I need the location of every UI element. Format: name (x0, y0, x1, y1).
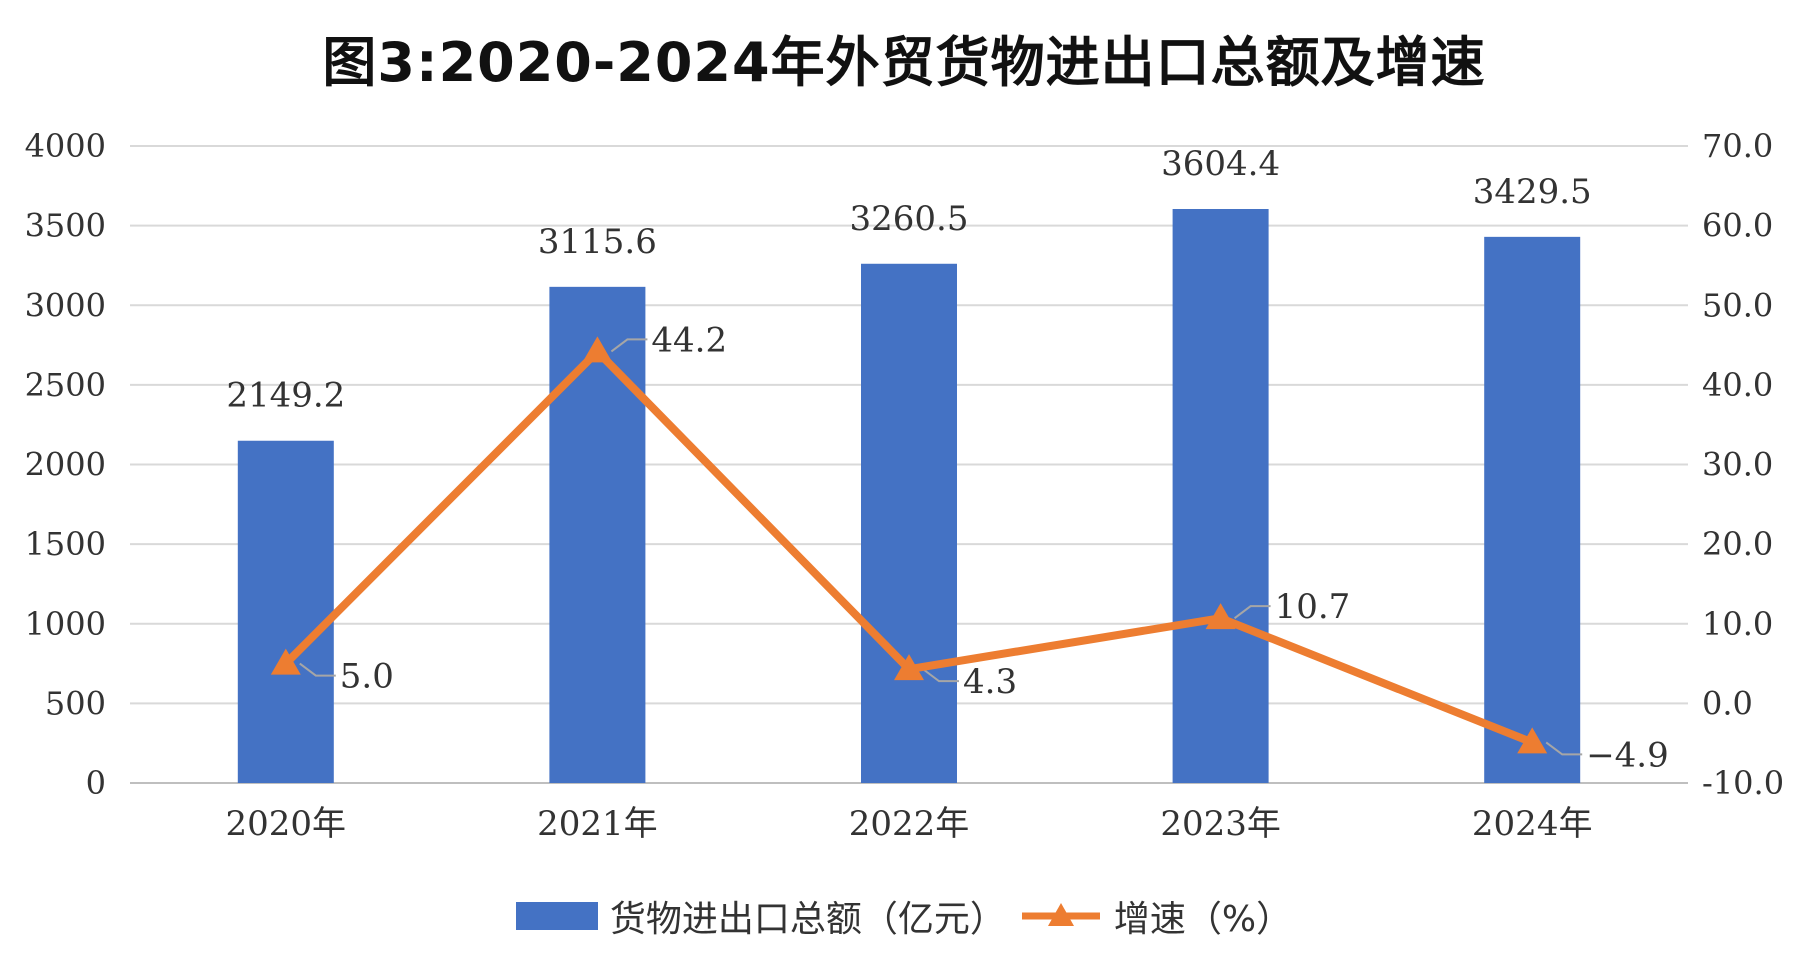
growth-value-label: −4.9 (1586, 735, 1669, 775)
leader-line (299, 662, 336, 677)
growth-marker (1517, 727, 1548, 754)
bar-value-label: 3115.6 (538, 222, 657, 262)
legend-item-total: 货物进出口总额（亿元） (515, 890, 1006, 942)
leader-line (922, 668, 959, 683)
bar (1484, 236, 1581, 784)
left-axis-tick-label: 3000 (25, 286, 106, 324)
bar-value-label: 3260.5 (850, 199, 969, 239)
bar-series (237, 208, 1581, 784)
right-axis-tick-label: 60.0 (1702, 207, 1773, 245)
category-tick-label: 2020年 (226, 804, 347, 844)
growth-marker (270, 648, 301, 675)
leader-line (610, 338, 648, 353)
left-axis-tick-label: 1500 (25, 525, 106, 563)
legend-bar-swatch (515, 902, 598, 930)
category-tick-label: 2021年 (537, 804, 658, 844)
growth-value-label: 5.0 (340, 657, 394, 697)
category-tick-label: 2023年 (1160, 804, 1281, 844)
growth-marker (894, 654, 924, 681)
right-axis-tick-label: -10.0 (1702, 764, 1784, 802)
legend-line-triangle-swatch (1021, 903, 1100, 926)
bar-value-label: 3604.4 (1161, 144, 1280, 184)
legend: 货物进出口总额（亿元） 增速（%） (0, 890, 1808, 942)
growth-value-label: 44.2 (651, 320, 727, 360)
category-tick-label: 2024年 (1472, 804, 1593, 844)
legend-label-growth: 增速（%） (1113, 899, 1293, 940)
right-axis-tick-label: 50.0 (1702, 286, 1773, 324)
left-axis-tick-label: 4000 (25, 127, 106, 165)
right-axis-tick-label: 10.0 (1702, 605, 1773, 643)
bar-value-label: 3429.5 (1473, 172, 1592, 212)
legend-item-growth: 增速（%） (1020, 890, 1292, 942)
bar (237, 440, 334, 783)
right-axis-tick-label: 0.0 (1702, 684, 1753, 722)
chart-title: 图3:2020-2024年外贸货物进出口总额及增速 (322, 31, 1486, 94)
right-axis-tick-label: 30.0 (1702, 446, 1773, 484)
growth-marker (582, 336, 613, 363)
left-axis-tick-label: 3500 (25, 207, 106, 245)
growth-value-label: 4.3 (963, 662, 1017, 702)
left-axis-tick-label: 1000 (25, 605, 106, 643)
left-axis-tick-label: 2000 (25, 446, 106, 484)
label-leader-lines (299, 338, 1583, 756)
right-axis-tick-label: 20.0 (1702, 525, 1773, 563)
right-axis-tick-label: 40.0 (1702, 366, 1773, 404)
leader-line (1545, 741, 1583, 756)
right-axis-tick-label: 70.0 (1702, 127, 1773, 165)
bar (1172, 208, 1269, 784)
left-axis-tick-label: 500 (45, 684, 106, 722)
left-axis-tick-label: 2500 (25, 366, 106, 404)
legend-label-total: 货物进出口总额（亿元） (609, 899, 1006, 940)
category-tick-label: 2022年 (849, 804, 970, 844)
data-labels: 2149.2 3115.6 3260.5 3604.4 3429.5 5.0 44.2 4.3… (226, 144, 1668, 775)
bar (861, 263, 957, 783)
leader-line (1233, 605, 1271, 619)
bar (549, 286, 646, 783)
axis-ticks: 0 500 1000 1500 2000 2500 3000 3500 4000 -10.0 0.0… (25, 127, 1785, 844)
line-series (270, 336, 1548, 754)
left-axis-tick-label: 0 (86, 764, 106, 802)
bar-value-label: 2149.2 (226, 376, 345, 416)
growth-marker (1205, 603, 1236, 630)
growth-value-label: 10.7 (1275, 587, 1351, 627)
